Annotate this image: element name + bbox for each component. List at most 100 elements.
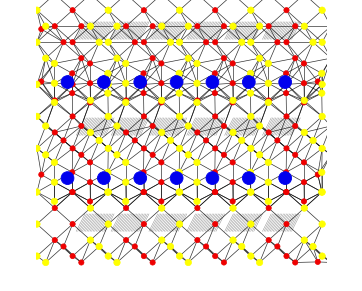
Circle shape	[185, 152, 191, 158]
Circle shape	[70, 146, 75, 151]
Circle shape	[141, 40, 147, 45]
Circle shape	[212, 170, 218, 175]
Circle shape	[52, 130, 58, 135]
Circle shape	[61, 172, 74, 184]
Circle shape	[212, 8, 218, 13]
Circle shape	[221, 260, 227, 265]
Circle shape	[256, 259, 263, 266]
Circle shape	[87, 23, 94, 29]
Circle shape	[170, 76, 183, 88]
Circle shape	[105, 81, 111, 88]
Circle shape	[301, 81, 307, 86]
Circle shape	[284, 40, 289, 45]
Circle shape	[159, 160, 164, 165]
Circle shape	[212, 189, 218, 195]
Circle shape	[34, 7, 40, 13]
Circle shape	[275, 138, 280, 143]
Circle shape	[212, 40, 218, 45]
Circle shape	[70, 253, 75, 259]
Circle shape	[132, 40, 138, 45]
Circle shape	[170, 172, 183, 184]
Circle shape	[123, 130, 129, 135]
Circle shape	[70, 170, 75, 175]
Circle shape	[310, 243, 316, 250]
Circle shape	[283, 71, 289, 76]
Circle shape	[212, 146, 218, 151]
Circle shape	[212, 253, 218, 259]
Circle shape	[248, 7, 254, 13]
Circle shape	[122, 99, 129, 106]
Circle shape	[194, 99, 200, 106]
Circle shape	[70, 114, 75, 119]
Circle shape	[114, 55, 120, 61]
Circle shape	[105, 221, 111, 227]
Circle shape	[319, 113, 325, 120]
Circle shape	[292, 152, 298, 157]
Circle shape	[319, 7, 325, 13]
Circle shape	[105, 39, 111, 45]
Circle shape	[292, 260, 298, 265]
Circle shape	[79, 260, 84, 265]
Circle shape	[203, 138, 209, 143]
Circle shape	[195, 24, 200, 29]
Circle shape	[284, 114, 289, 119]
Circle shape	[42, 152, 49, 158]
Circle shape	[176, 39, 183, 45]
Circle shape	[159, 129, 165, 136]
Circle shape	[96, 39, 102, 45]
Circle shape	[61, 244, 66, 249]
Circle shape	[141, 71, 146, 76]
Circle shape	[51, 99, 58, 106]
Circle shape	[88, 81, 93, 86]
Circle shape	[206, 76, 219, 88]
Circle shape	[266, 130, 271, 135]
Circle shape	[34, 39, 40, 45]
Circle shape	[239, 39, 245, 45]
Circle shape	[239, 243, 245, 250]
Circle shape	[150, 152, 155, 157]
Circle shape	[230, 61, 235, 66]
Circle shape	[51, 198, 58, 205]
Circle shape	[230, 199, 235, 204]
Circle shape	[39, 79, 44, 84]
Circle shape	[194, 159, 200, 166]
Circle shape	[159, 81, 164, 86]
Circle shape	[141, 253, 147, 259]
Circle shape	[122, 159, 129, 166]
Circle shape	[194, 198, 200, 205]
Circle shape	[70, 71, 75, 76]
Circle shape	[88, 100, 93, 105]
Circle shape	[248, 113, 254, 120]
Circle shape	[195, 205, 200, 211]
Circle shape	[132, 138, 138, 143]
Circle shape	[194, 179, 200, 185]
Circle shape	[230, 160, 235, 165]
Circle shape	[159, 61, 164, 66]
Circle shape	[61, 138, 66, 143]
Circle shape	[176, 7, 183, 13]
Circle shape	[70, 221, 75, 227]
Circle shape	[301, 180, 307, 185]
Circle shape	[105, 169, 111, 175]
Circle shape	[42, 23, 49, 29]
Circle shape	[52, 205, 58, 211]
Circle shape	[79, 152, 84, 157]
Circle shape	[123, 98, 129, 103]
Circle shape	[221, 152, 227, 157]
Circle shape	[265, 159, 272, 166]
Circle shape	[39, 172, 44, 177]
Circle shape	[176, 81, 183, 88]
Circle shape	[123, 24, 129, 29]
Circle shape	[284, 221, 289, 227]
Circle shape	[87, 237, 94, 243]
Circle shape	[265, 60, 272, 67]
Circle shape	[203, 244, 209, 249]
Circle shape	[34, 145, 40, 152]
Circle shape	[292, 24, 298, 29]
Circle shape	[159, 100, 164, 105]
Circle shape	[265, 80, 272, 86]
Circle shape	[42, 123, 49, 129]
Circle shape	[221, 123, 227, 129]
Circle shape	[122, 179, 129, 185]
Circle shape	[248, 253, 254, 259]
